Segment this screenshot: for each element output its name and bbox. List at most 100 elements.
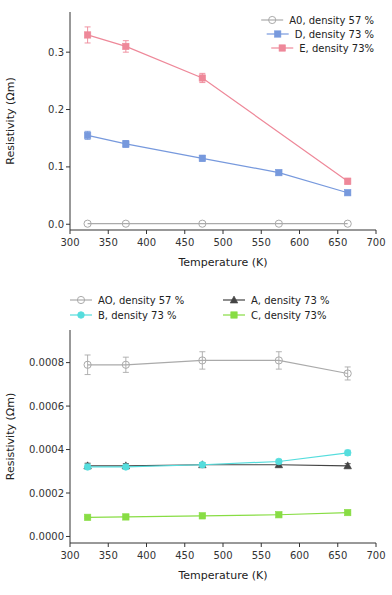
marker xyxy=(84,464,91,471)
error-bar xyxy=(345,367,351,380)
x-tick xyxy=(146,543,147,547)
error-bar xyxy=(85,27,91,43)
y-tick-label: 0.1 xyxy=(48,161,64,172)
x-tick-label: 400 xyxy=(137,237,156,248)
y-tick xyxy=(66,166,70,167)
x-tick-label: 500 xyxy=(213,237,232,248)
error-bar xyxy=(85,355,91,375)
error-bar xyxy=(199,352,205,369)
x-tick xyxy=(70,543,71,547)
plot-area xyxy=(84,27,351,227)
marker xyxy=(344,462,352,469)
x-tick-label: 700 xyxy=(366,550,385,561)
marker xyxy=(84,32,90,38)
legend-label: D, density 73 % xyxy=(295,29,374,40)
marker xyxy=(199,461,206,468)
series-line xyxy=(88,35,348,181)
marker xyxy=(275,220,282,227)
legend-marker xyxy=(274,31,280,37)
legend-marker xyxy=(78,312,85,319)
x-tick-label: 450 xyxy=(175,237,194,248)
legend-entry: B, density 73 % xyxy=(70,310,176,321)
error-bar xyxy=(85,464,91,469)
marker xyxy=(276,169,282,175)
x-tick-label: 300 xyxy=(60,237,79,248)
y-axis-line xyxy=(70,12,71,230)
y-tick xyxy=(66,536,70,537)
marker xyxy=(84,132,90,138)
y-tick xyxy=(66,224,70,225)
x-tick-label: 500 xyxy=(213,550,232,561)
x-tick-label: 400 xyxy=(137,550,156,561)
y-tick xyxy=(66,449,70,450)
legend-label: AO, density 57 % xyxy=(98,295,184,306)
marker xyxy=(275,357,282,364)
x-tick xyxy=(223,543,224,547)
marker xyxy=(199,75,205,81)
x-tick xyxy=(146,230,147,234)
y-tick-label: 0.0000 xyxy=(29,531,64,542)
series xyxy=(84,220,351,227)
legend-label: E, density 73% xyxy=(299,43,374,54)
legend-entry: D, density 73 % xyxy=(267,29,374,40)
marker xyxy=(199,220,206,227)
y-tick xyxy=(66,52,70,53)
legend-marker xyxy=(279,45,285,51)
plot-area xyxy=(84,352,352,521)
marker xyxy=(276,512,282,518)
x-tick xyxy=(184,230,185,234)
series xyxy=(84,450,351,471)
marker xyxy=(84,514,90,520)
legend: AO, density 57 % A, density 73 % B, densit… xyxy=(70,295,329,321)
legend-entry: AO, density 57 % xyxy=(70,295,184,306)
legend-line xyxy=(261,19,283,20)
x-tick-label: 550 xyxy=(252,237,271,248)
y-tick xyxy=(66,493,70,494)
x-tick xyxy=(108,230,109,234)
x-tick-label: 300 xyxy=(60,550,79,561)
legend-line xyxy=(70,299,92,300)
error-bar xyxy=(276,352,282,369)
series-line xyxy=(88,360,348,373)
figure: 0.00.10.20.3300350400450500550600650700T… xyxy=(0,0,392,595)
error-bar xyxy=(345,450,351,455)
marker xyxy=(199,513,205,519)
x-tick-label: 550 xyxy=(252,550,271,561)
marker xyxy=(344,220,351,227)
x-tick xyxy=(70,230,71,234)
error-bar xyxy=(199,155,205,161)
x-tick-label: 650 xyxy=(328,550,347,561)
series xyxy=(84,131,351,196)
series xyxy=(84,509,351,520)
marker xyxy=(123,43,129,49)
marker xyxy=(199,155,205,161)
marker xyxy=(122,220,129,227)
legend-label: B, density 73 % xyxy=(98,310,176,321)
marker xyxy=(199,461,207,468)
error-bar xyxy=(123,141,129,148)
x-tick xyxy=(184,543,185,547)
marker xyxy=(344,450,351,457)
marker xyxy=(344,178,350,184)
y-tick-label: 0.0004 xyxy=(29,444,64,455)
legend: A0, density 57 %D, density 73 %E, densit… xyxy=(261,15,374,54)
error-bar xyxy=(199,73,205,82)
x-tick xyxy=(376,230,377,234)
marker xyxy=(123,514,129,520)
x-tick xyxy=(223,230,224,234)
error-bar xyxy=(276,170,282,175)
x-tick xyxy=(337,543,338,547)
x-tick-label: 700 xyxy=(366,237,385,248)
x-axis-title: Temperature (K) xyxy=(178,569,268,582)
marker xyxy=(122,361,129,368)
marker xyxy=(123,464,130,471)
legend-entry: E, density 73% xyxy=(271,43,374,54)
x-tick-label: 450 xyxy=(175,550,194,561)
x-tick xyxy=(376,543,377,547)
marker xyxy=(344,190,350,196)
y-tick-label: 0.0002 xyxy=(29,488,64,499)
x-tick xyxy=(299,230,300,234)
marker xyxy=(344,370,351,377)
y-axis-line xyxy=(70,330,71,543)
legend-label: A, density 73 % xyxy=(251,295,329,306)
